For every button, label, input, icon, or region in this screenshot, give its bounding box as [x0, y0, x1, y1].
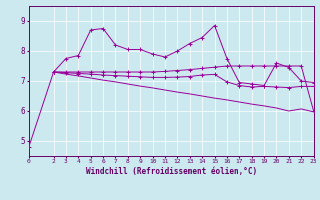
X-axis label: Windchill (Refroidissement éolien,°C): Windchill (Refroidissement éolien,°C)	[86, 167, 257, 176]
